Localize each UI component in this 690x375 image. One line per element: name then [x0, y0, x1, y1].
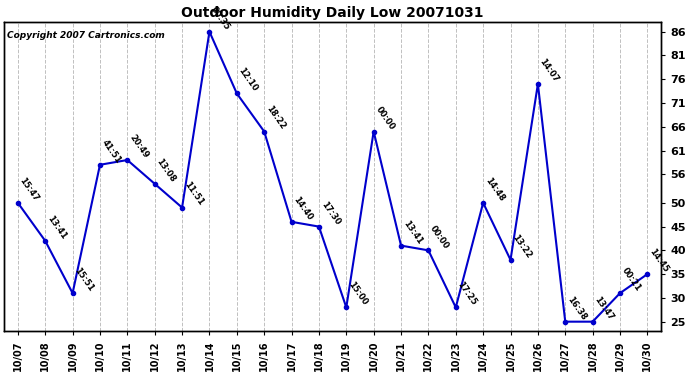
- Text: 16:38: 16:38: [565, 295, 588, 322]
- Text: 00:00: 00:00: [374, 105, 396, 132]
- Text: 17:25: 17:25: [456, 280, 478, 308]
- Text: 12:10: 12:10: [237, 66, 259, 93]
- Text: 14:40: 14:40: [292, 195, 314, 222]
- Text: 13:41: 13:41: [401, 219, 424, 246]
- Text: 00:35: 00:35: [210, 5, 232, 32]
- Text: Copyright 2007 Cartronics.com: Copyright 2007 Cartronics.com: [8, 32, 165, 40]
- Text: 18:22: 18:22: [264, 104, 287, 132]
- Text: 11:51: 11:51: [182, 180, 205, 208]
- Title: Outdoor Humidity Daily Low 20071031: Outdoor Humidity Daily Low 20071031: [181, 6, 484, 20]
- Text: 13:41: 13:41: [46, 214, 68, 241]
- Text: 13:22: 13:22: [511, 233, 533, 260]
- Text: 13:47: 13:47: [593, 295, 615, 322]
- Text: 15:51: 15:51: [72, 266, 95, 293]
- Text: 15:00: 15:00: [346, 280, 369, 308]
- Text: 14:48: 14:48: [483, 176, 506, 203]
- Text: 14:07: 14:07: [538, 57, 560, 84]
- Text: 13:08: 13:08: [155, 157, 177, 184]
- Text: 14:45: 14:45: [647, 247, 670, 274]
- Text: 00:21: 00:21: [620, 266, 642, 293]
- Text: 15:47: 15:47: [18, 176, 41, 203]
- Text: 00:00: 00:00: [428, 224, 451, 251]
- Text: 20:49: 20:49: [128, 133, 150, 160]
- Text: 41:51: 41:51: [100, 138, 123, 165]
- Text: 17:30: 17:30: [319, 200, 342, 226]
